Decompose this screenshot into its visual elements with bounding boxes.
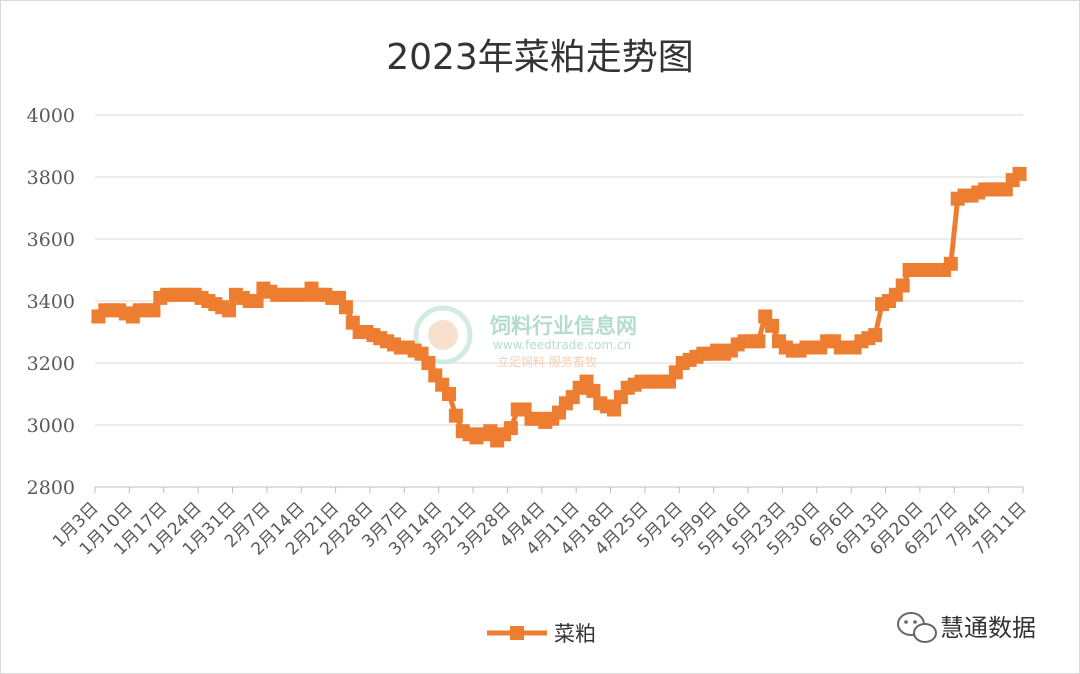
data-point — [421, 356, 436, 370]
y-tick-label: 3400 — [27, 291, 75, 313]
y-tick-label: 4000 — [27, 105, 75, 127]
data-point — [222, 303, 237, 318]
data-point — [442, 387, 457, 401]
legend-marker — [510, 626, 524, 640]
data-point — [448, 408, 463, 423]
y-tick-label: 2800 — [27, 477, 75, 499]
watermark-slogan: 立足饲料 服务畜牧 — [497, 354, 597, 369]
y-tick-label: 3800 — [27, 167, 75, 189]
watermark-name: 饲料行业信息网 — [489, 314, 637, 338]
series-caipo — [91, 166, 1027, 448]
data-point — [249, 294, 264, 308]
y-tick-label: 3200 — [27, 353, 75, 375]
data-point — [586, 383, 601, 398]
gridlines — [95, 114, 1023, 426]
data-point — [338, 300, 353, 315]
y-tick-label: 3600 — [27, 229, 75, 251]
source-text: 慧通数据 — [940, 614, 1036, 642]
wechat-icon — [897, 612, 937, 643]
y-tick-label: 3000 — [27, 415, 75, 437]
data-point — [895, 278, 910, 293]
watermark-url: www.feedtrade.com.cn — [493, 338, 631, 352]
data-point — [503, 421, 518, 436]
legend: 菜粕 — [487, 622, 596, 646]
data-point — [1012, 166, 1027, 181]
x-axis: 1月3日1月10日1月17日1月24日1月31日2月7日2月14日2月21日2月… — [49, 486, 1031, 560]
data-point — [943, 256, 958, 271]
data-point — [606, 402, 621, 417]
data-point — [146, 303, 161, 318]
data-point — [751, 334, 766, 349]
data-point — [868, 328, 883, 343]
watermark-logo-icon — [413, 305, 473, 365]
y-axis: 2800 3000 3200 3400 3600 3800 4000 — [27, 105, 75, 499]
source-badge: 慧通数据 — [897, 612, 1036, 643]
watermark: 饲料行业信息网 www.feedtrade.com.cn 立足饲料 服务畜牧 — [413, 305, 637, 369]
legend-label: 菜粕 — [554, 622, 596, 646]
data-point — [765, 318, 780, 333]
chart-title: 2023年菜粕走势图 — [386, 37, 694, 78]
